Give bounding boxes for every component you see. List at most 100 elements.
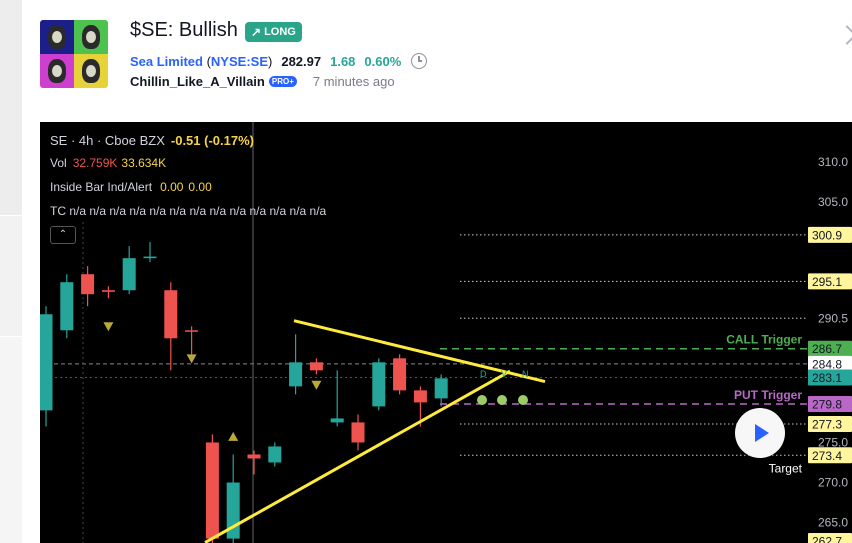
candle-body-6 <box>164 290 178 339</box>
pro-plus-badge: PRO+ <box>268 76 297 87</box>
symbol-row: Sea Limited ( NYSE:SE ) 282.97 1.68 0.60… <box>130 50 428 69</box>
inside-bar-value-1: 0.00 <box>160 180 184 194</box>
volume-ma-value: 33.634K <box>121 156 167 170</box>
play-video-button[interactable] <box>735 408 785 458</box>
candle-body-10 <box>247 454 261 459</box>
axis-tick-3: 270.0 <box>818 476 848 490</box>
price-change-percent: 0.60% <box>364 54 402 69</box>
idea-title: $SE: Bullish <box>130 19 238 41</box>
candle-body-19 <box>434 378 448 399</box>
candle-body-11 <box>268 446 282 463</box>
chevron-up-icon: ⌃ <box>58 229 68 240</box>
price-label-2: 286.7 <box>812 342 842 356</box>
candle-body-17 <box>393 358 407 391</box>
price-label-7: 273.4 <box>812 449 842 463</box>
author-name[interactable]: Chillin_Like_A_Villain <box>130 74 265 89</box>
legend-tc: TC n/a n/a n/a n/a n/a n/a n/a n/a n/a n… <box>50 204 326 218</box>
chevron-right-icon[interactable] <box>837 25 852 45</box>
legend-symbol: SE · 4h · Cboe BZX -0.51 (-0.17%) <box>50 133 254 148</box>
candle-body-16 <box>372 362 386 407</box>
price-label-4: 283.1 <box>812 371 842 385</box>
trendline-upper <box>293 319 546 384</box>
page-gutter-bottom <box>0 337 22 543</box>
signal-dot-1 <box>497 394 507 405</box>
price-label-box-2 <box>808 340 852 357</box>
volume-label: Vol <box>50 156 67 170</box>
price-label-box-6 <box>808 416 852 433</box>
volume-value: 32.759K <box>72 156 118 170</box>
candle-body-5 <box>143 256 157 259</box>
legend-symbol-text: SE · 4h · Cboe BZX <box>50 133 165 148</box>
legend-inside-bar: Inside Bar Ind/Alert 0.00 0.00 <box>50 180 212 194</box>
price-label-6: 277.3 <box>812 418 842 432</box>
candle-body-7 <box>185 330 199 332</box>
axis-tick-1: 305.0 <box>818 195 848 209</box>
chart-panel[interactable]: CALL Trigger PUT Trigger Target D V N 310.0 305… <box>40 122 852 543</box>
candle-body-1 <box>60 282 74 331</box>
inside-bar-value-2: 0.00 <box>188 180 212 194</box>
signal-triangle-2 <box>228 431 239 441</box>
author-row: Chillin_Like_A_Villain PRO+ 7 minutes ag… <box>130 74 395 89</box>
long-badge: ↗ LONG <box>245 22 302 42</box>
candle-body-8 <box>205 442 219 539</box>
paren-open: ( <box>202 54 211 69</box>
signal-dot-0 <box>477 394 487 405</box>
price-change: 1.68 <box>330 54 356 69</box>
trendline-lower <box>204 369 511 543</box>
candle-body-3 <box>101 290 115 292</box>
candle-body-2 <box>81 274 95 295</box>
price-label-3: 284.8 <box>812 357 842 371</box>
candle-body-15 <box>351 422 365 443</box>
author-avatar[interactable] <box>40 20 108 88</box>
candle-body-0 <box>40 314 53 411</box>
candle-body-4 <box>122 258 136 291</box>
paren-close: ) <box>268 54 273 69</box>
signal-letter-1: V <box>501 369 507 379</box>
alarm-clock-icon[interactable] <box>411 53 428 69</box>
signal-dot-2 <box>518 394 528 405</box>
company-link[interactable]: Sea Limited <box>130 54 203 69</box>
inside-bar-label: Inside Bar Ind/Alert <box>50 180 153 194</box>
price-label-box-5 <box>808 395 852 412</box>
signal-triangle-1 <box>186 354 197 364</box>
price-label-box-4 <box>808 369 852 386</box>
price-label-box-7 <box>808 447 852 464</box>
candle-body-13 <box>309 362 323 371</box>
axis-tick-5: 275.0 <box>818 435 848 449</box>
candlestick-chart: CALL Trigger PUT Trigger Target D V N 310.0 305… <box>40 122 852 543</box>
axis-tick-0: 310.0 <box>818 155 848 169</box>
candle-body-18 <box>413 390 427 403</box>
price-label-box-3 <box>808 355 852 372</box>
axis-tick-4: 265.0 <box>818 516 848 530</box>
last-price: 282.97 <box>281 54 322 69</box>
level-label-6: Target <box>769 461 803 475</box>
price-label-0: 300.9 <box>812 228 842 242</box>
axis-tick-2: 290.5 <box>818 311 848 325</box>
candle-body-12 <box>289 362 303 387</box>
price-label-box-0 <box>808 226 852 243</box>
level-label-3: CALL Trigger <box>726 333 802 347</box>
price-label-box-8 <box>808 533 852 543</box>
signal-letter-2: N <box>522 369 529 379</box>
signal-letter-0: D <box>480 369 487 379</box>
page-gutter <box>0 0 22 215</box>
badge-label: LONG <box>264 26 296 38</box>
price-label-1: 295.1 <box>812 275 842 289</box>
legend-change: -0.51 (-0.17%) <box>170 133 254 148</box>
idea-header: $SE: Bullish ↗ LONG Sea Limited ( NYSE:S… <box>0 0 852 122</box>
collapse-legend-button[interactable]: ⌃ <box>50 226 76 244</box>
ticker-link[interactable]: NYSE:SE <box>210 54 268 69</box>
level-label-4: PUT Trigger <box>734 388 802 402</box>
signal-triangle-3 <box>311 380 322 390</box>
price-label-box-1 <box>808 273 852 290</box>
tc-label: TC <box>50 204 66 218</box>
posted-time: 7 minutes ago <box>312 74 395 89</box>
signal-triangle-0 <box>103 322 114 332</box>
legend-volume: Vol 32.759K 33.634K <box>50 156 166 170</box>
price-label-8: 262.7 <box>812 535 842 543</box>
candle-body-14 <box>330 418 344 423</box>
arrow-up-right-icon: ↗ <box>251 25 262 39</box>
price-label-5: 279.8 <box>812 397 842 411</box>
tc-values: n/a n/a n/a n/a n/a n/a n/a n/a n/a n/a … <box>69 204 327 218</box>
page-gutter-mid <box>0 216 22 336</box>
